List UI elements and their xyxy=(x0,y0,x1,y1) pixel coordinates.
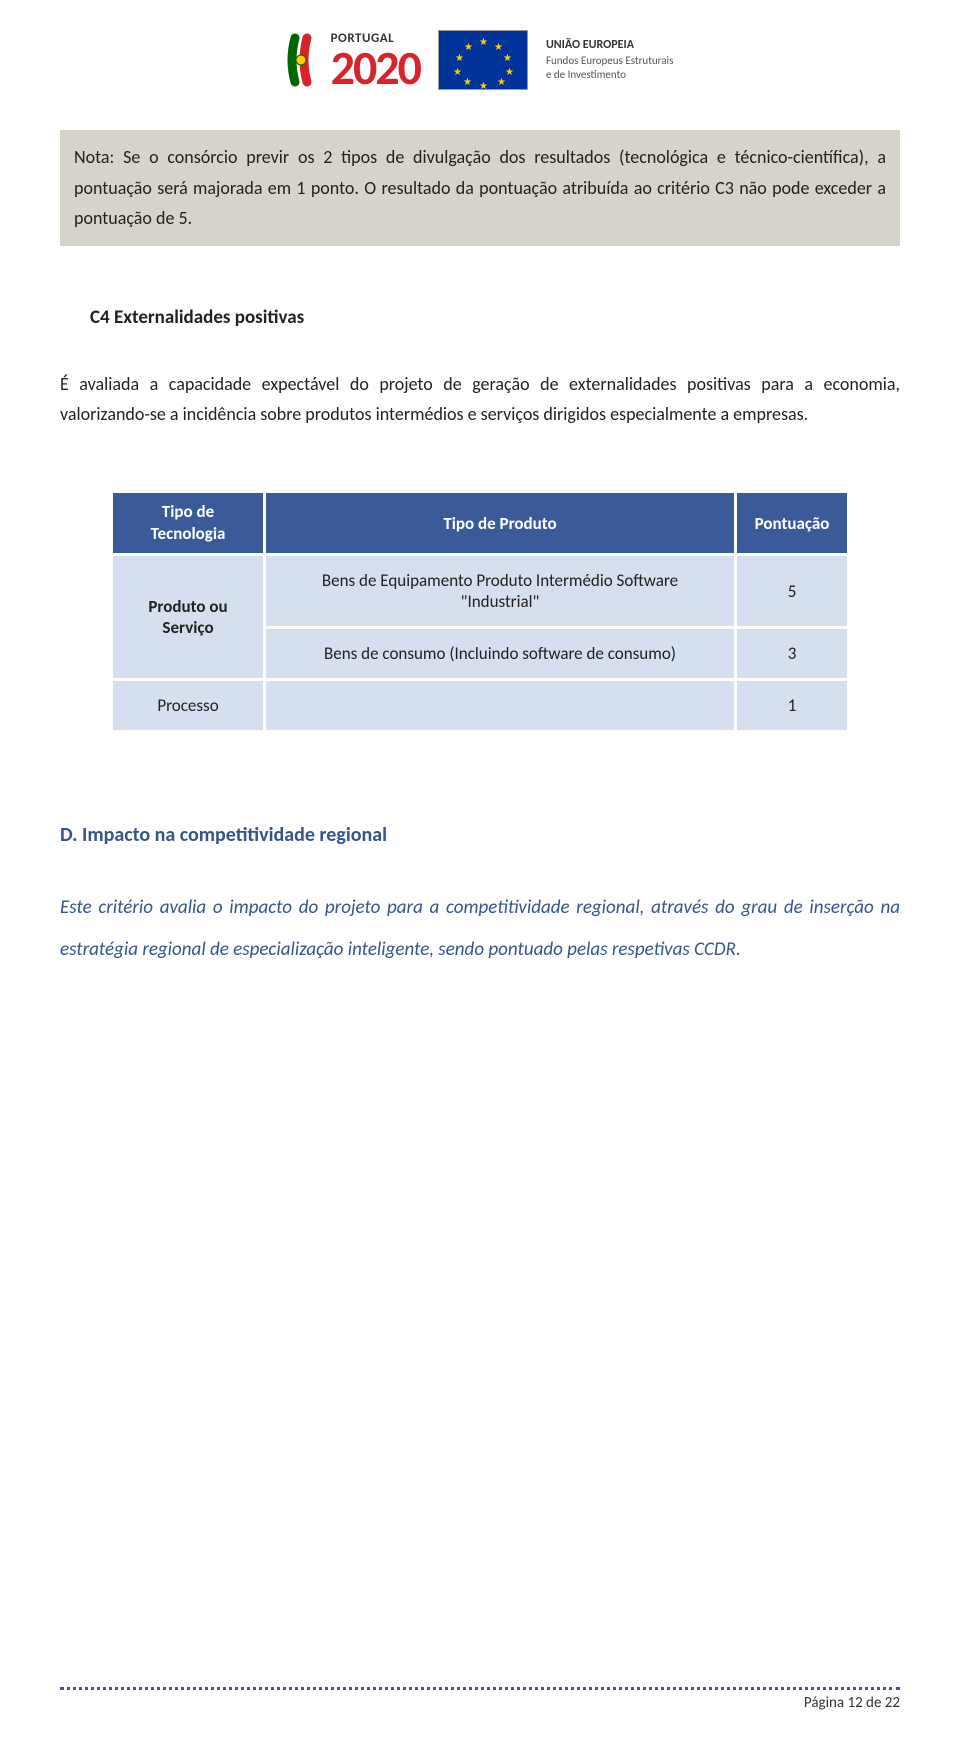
c4-body: É avaliada a capacidade expectável do pr… xyxy=(60,369,900,430)
table-header-tech-type: Tipo de Tecnologia xyxy=(113,493,263,553)
table-header-row: Tipo de Tecnologia Tipo de Produto Pontu… xyxy=(113,493,847,553)
document-page: PORTUGAL 2020 ★ ★ ★ ★ ★ ★ ★ ★ ★ ★ UNIÃO … xyxy=(0,0,960,971)
table-header-score: Pontuação xyxy=(737,493,847,553)
externalities-score-table: Tipo de Tecnologia Tipo de Produto Pontu… xyxy=(110,490,850,733)
table-header-product-type: Tipo de Produto xyxy=(266,493,734,553)
eu-title: UNIÃO EUROPEIA xyxy=(546,38,673,54)
eu-text-block: UNIÃO EUROPEIA Fundos Europeus Estrutura… xyxy=(546,38,673,82)
cell-process-empty xyxy=(266,681,734,730)
section-d-heading: D. Impacto na competitividade regional xyxy=(60,823,900,847)
eu-flag-icon: ★ ★ ★ ★ ★ ★ ★ ★ ★ ★ xyxy=(438,30,528,90)
cell-score-5: 5 xyxy=(737,556,847,626)
footer-divider xyxy=(60,1687,900,1690)
portugal-2020-text: PORTUGAL 2020 xyxy=(331,31,420,89)
row-head-process: Processo xyxy=(113,681,263,730)
cell-score-3: 3 xyxy=(737,629,847,678)
eu-subtitle-1: Fundos Europeus Estruturais xyxy=(546,54,673,68)
c4-heading: C4 Externalidades positivas xyxy=(90,306,900,329)
portugal-2020-logo: PORTUGAL 2020 xyxy=(287,30,420,90)
portugal-flag-icon xyxy=(287,30,325,90)
page-number: Página 12 de 22 xyxy=(60,1694,900,1712)
year-2020-label: 2020 xyxy=(331,46,420,89)
cell-product-consumer: Bens de consumo (Incluindo software de c… xyxy=(266,629,734,678)
page-footer: Página 12 de 22 xyxy=(60,1687,900,1712)
table-row: Processo 1 xyxy=(113,681,847,730)
header-logos: PORTUGAL 2020 ★ ★ ★ ★ ★ ★ ★ ★ ★ ★ UNIÃO … xyxy=(60,30,900,90)
section-d-body: Este critério avalia o impacto do projet… xyxy=(60,887,900,971)
cell-score-1: 1 xyxy=(737,681,847,730)
cell-product-industrial: Bens de Equipamento Produto Intermédio S… xyxy=(266,556,734,626)
eu-subtitle-2: e de Investimento xyxy=(546,68,673,82)
note-box: Nota: Se o consórcio previr os 2 tipos d… xyxy=(60,130,900,246)
table-row: Produto ou Serviço Bens de Equipamento P… xyxy=(113,556,847,626)
row-head-product-service: Produto ou Serviço xyxy=(113,556,263,678)
